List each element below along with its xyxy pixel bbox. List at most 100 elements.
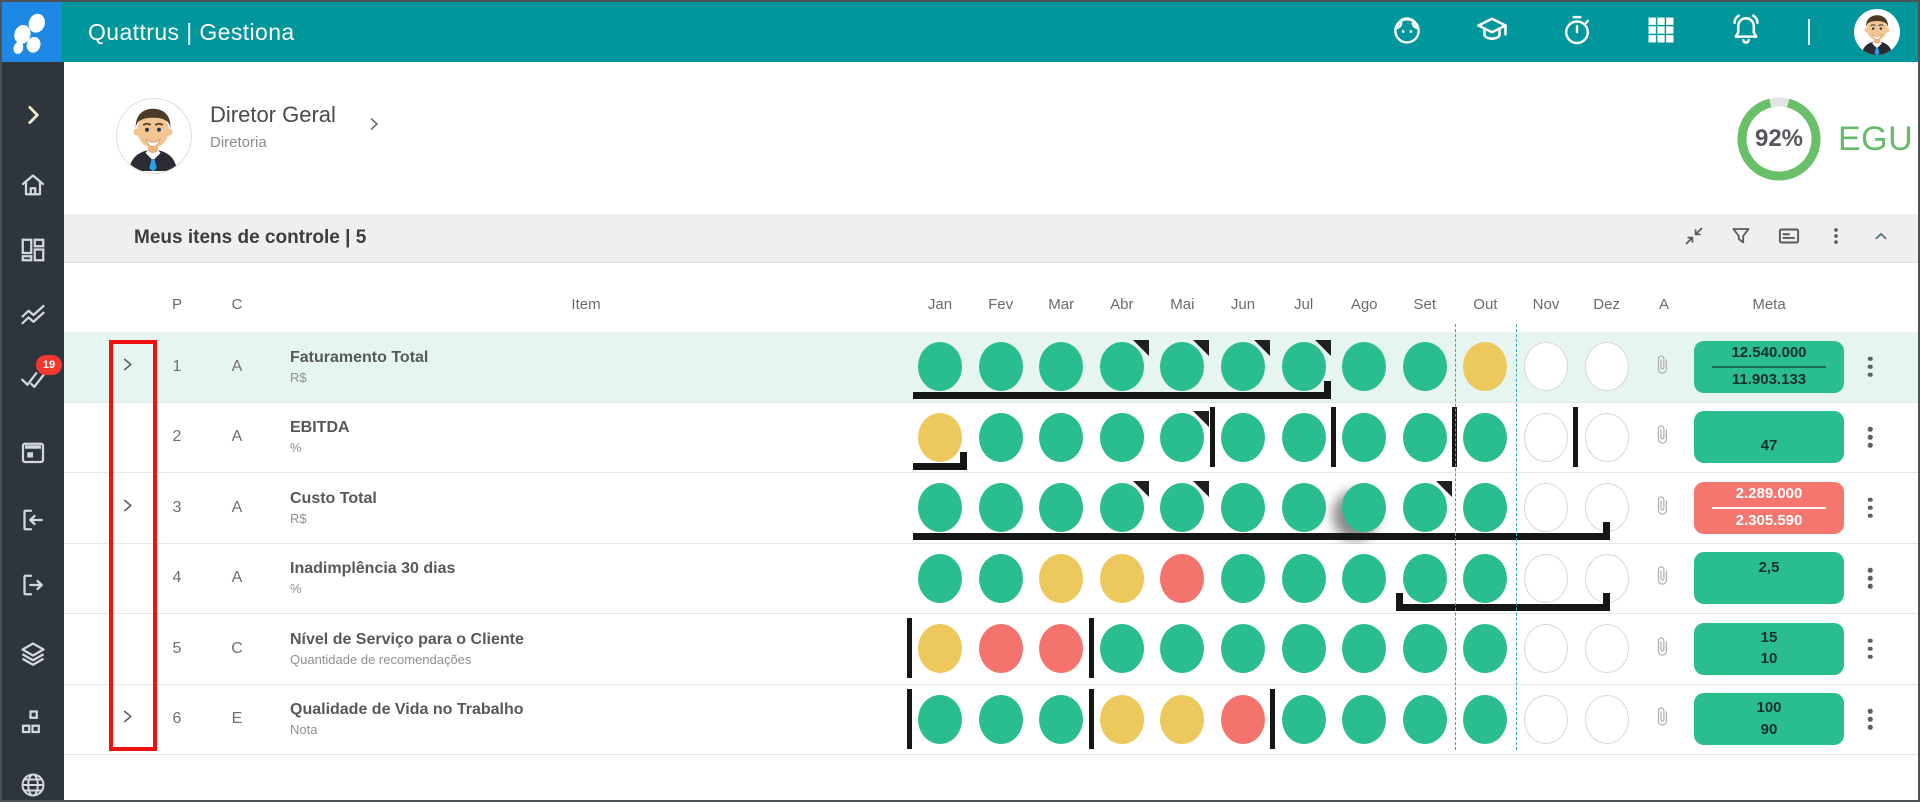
- calendar-icon[interactable]: [2, 437, 64, 467]
- status-circle-green[interactable]: [1160, 481, 1210, 532]
- status-circle-green[interactable]: [1281, 694, 1326, 744]
- meta-badge[interactable]: 12.540.000 11.903.133: [1694, 340, 1844, 393]
- status-circle-empty[interactable]: [1524, 483, 1568, 532]
- status-circle-green[interactable]: [1160, 410, 1210, 462]
- status-circle-yellow[interactable]: [1099, 694, 1144, 744]
- status-circle-yellow[interactable]: [1099, 553, 1144, 603]
- profile-avatar[interactable]: [116, 98, 192, 174]
- status-circle-green[interactable]: [1221, 624, 1265, 673]
- quattrus-logo-icon[interactable]: [2, 2, 62, 62]
- row-item[interactable]: Inadimplência 30 dias %: [290, 560, 455, 596]
- status-circle-yellow[interactable]: [1039, 553, 1084, 603]
- row-menu-icon[interactable]: [1867, 709, 1873, 730]
- attachment-icon[interactable]: [1652, 423, 1672, 452]
- status-circle-green[interactable]: [1281, 340, 1331, 391]
- status-circle-empty[interactable]: [1584, 412, 1629, 462]
- attachment-icon[interactable]: [1652, 564, 1672, 593]
- home-icon[interactable]: [2, 170, 64, 200]
- status-circle-green[interactable]: [1402, 412, 1447, 462]
- status-circle-green[interactable]: [1221, 412, 1265, 462]
- status-circle-green[interactable]: [1463, 694, 1508, 744]
- status-circle-green[interactable]: [918, 342, 962, 391]
- assistant-icon[interactable]: [1390, 13, 1424, 52]
- sign-in-icon[interactable]: [2, 505, 64, 535]
- table-row[interactable]: 4 A Inadimplência 30 dias % 2,5: [64, 543, 1918, 614]
- status-circle-green[interactable]: [1342, 624, 1387, 673]
- notifications-icon[interactable]: [1728, 12, 1764, 53]
- status-circle-green[interactable]: [1099, 624, 1144, 673]
- meta-badge[interactable]: 15 10: [1694, 622, 1844, 675]
- status-circle-green[interactable]: [1342, 342, 1387, 391]
- status-circle-green[interactable]: [1039, 694, 1084, 744]
- approvals-icon[interactable]: 19: [2, 355, 64, 399]
- attachment-icon[interactable]: [1652, 705, 1672, 734]
- status-circle-green[interactable]: [1221, 553, 1265, 603]
- status-circle-green[interactable]: [1463, 483, 1508, 532]
- status-circle-green[interactable]: [1099, 412, 1144, 462]
- indicators-icon[interactable]: [2, 300, 64, 330]
- egu-gauge[interactable]: 92%: [1735, 95, 1823, 183]
- status-circle-green[interactable]: [1221, 483, 1265, 532]
- status-circle-empty[interactable]: [1584, 624, 1629, 673]
- card-view-icon[interactable]: [1776, 223, 1802, 254]
- status-circle-green[interactable]: [1281, 553, 1326, 603]
- user-avatar[interactable]: [1854, 9, 1900, 55]
- status-circle-green[interactable]: [978, 412, 1023, 462]
- status-circle-empty[interactable]: [1524, 694, 1568, 744]
- sign-out-icon[interactable]: [2, 570, 64, 600]
- meta-badge[interactable]: 47: [1694, 411, 1844, 463]
- timer-icon[interactable]: [1560, 13, 1594, 52]
- row-item[interactable]: Custo Total R$: [290, 490, 377, 526]
- table-row[interactable]: 1 A Faturamento Total R$ 12.540.000 11.90…: [64, 332, 1918, 403]
- status-circle-green[interactable]: [1402, 481, 1452, 532]
- status-circle-empty[interactable]: [1584, 694, 1629, 744]
- status-circle-green[interactable]: [1342, 483, 1387, 532]
- attachment-icon[interactable]: [1652, 493, 1672, 522]
- status-circle-green[interactable]: [1342, 412, 1387, 462]
- status-circle-green[interactable]: [1039, 483, 1084, 532]
- meta-badge[interactable]: 2,5: [1694, 552, 1844, 604]
- row-expander[interactable]: [120, 709, 135, 729]
- sitemap-icon[interactable]: [2, 707, 64, 737]
- row-menu-icon[interactable]: [1867, 638, 1873, 659]
- row-expander[interactable]: [120, 357, 135, 377]
- status-circle-red[interactable]: [1039, 624, 1084, 673]
- status-circle-green[interactable]: [1342, 553, 1387, 603]
- row-menu-icon[interactable]: [1867, 568, 1873, 589]
- status-circle-red[interactable]: [1221, 694, 1265, 744]
- row-menu-icon[interactable]: [1867, 497, 1873, 518]
- row-item[interactable]: Faturamento Total R$: [290, 349, 428, 385]
- attachment-icon[interactable]: [1652, 352, 1672, 381]
- status-circle-yellow[interactable]: [1160, 694, 1205, 744]
- expand-chevron-icon[interactable]: [2, 102, 64, 128]
- row-item[interactable]: EBITDA %: [290, 419, 350, 455]
- filter-icon[interactable]: [1729, 224, 1753, 253]
- status-circle-empty[interactable]: [1524, 624, 1568, 673]
- status-circle-green[interactable]: [1281, 412, 1326, 462]
- status-circle-yellow[interactable]: [1463, 342, 1508, 391]
- status-circle-green[interactable]: [1039, 412, 1084, 462]
- status-circle-green[interactable]: [978, 694, 1023, 744]
- status-circle-green[interactable]: [1281, 483, 1326, 532]
- meta-badge[interactable]: 2.289.000 2.305.590: [1694, 481, 1844, 534]
- status-circle-green[interactable]: [1221, 340, 1270, 391]
- status-circle-green[interactable]: [1402, 553, 1447, 603]
- row-menu-icon[interactable]: [1867, 427, 1873, 448]
- status-circle-green[interactable]: [1039, 342, 1084, 391]
- row-item[interactable]: Qualidade de Vida no Trabalho Nota: [290, 701, 524, 737]
- academy-icon[interactable]: [1474, 12, 1510, 53]
- status-circle-red[interactable]: [1160, 553, 1205, 603]
- profile-name[interactable]: Diretor Geral: [210, 102, 336, 127]
- layers-icon[interactable]: [2, 639, 64, 669]
- row-menu-icon[interactable]: [1867, 356, 1873, 377]
- status-circle-yellow[interactable]: [918, 624, 962, 673]
- status-circle-empty[interactable]: [1524, 553, 1568, 603]
- status-circle-empty[interactable]: [1524, 412, 1568, 462]
- apps-grid-icon[interactable]: [1644, 13, 1678, 52]
- status-circle-green[interactable]: [1281, 624, 1326, 673]
- status-circle-green[interactable]: [918, 553, 962, 603]
- row-expander[interactable]: [120, 498, 135, 518]
- profile-chevron-icon[interactable]: [366, 116, 382, 137]
- status-circle-green[interactable]: [1160, 340, 1210, 391]
- table-row[interactable]: 3 A Custo Total R$ 2.289.000 2.305.590: [64, 473, 1918, 544]
